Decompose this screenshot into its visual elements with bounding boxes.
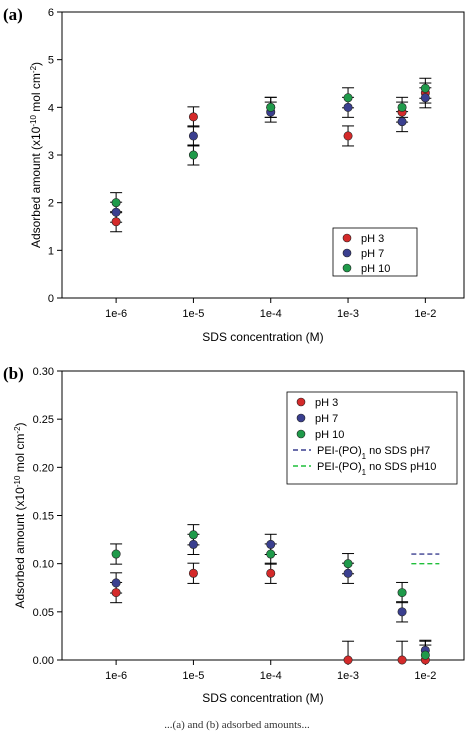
legend-label: PEI-(PO)1 no SDS pH10 bbox=[317, 461, 436, 477]
data-point bbox=[343, 102, 353, 112]
data-point bbox=[111, 207, 121, 217]
data-point bbox=[111, 198, 121, 208]
data-point bbox=[188, 131, 198, 141]
x-axis-label: SDS concentration (M) bbox=[202, 330, 323, 344]
legend-label: pH 10 bbox=[361, 263, 390, 275]
legend-label: pH 3 bbox=[361, 233, 384, 245]
y-tick-label: 2 bbox=[48, 198, 54, 210]
y-axis-label: Adsorbed amount (x10-10 mol cm-2) bbox=[29, 62, 44, 248]
data-point bbox=[397, 588, 407, 598]
panel-label: (a) bbox=[3, 5, 23, 24]
caption-fragment: ...(a) and (b) adsorbed amounts... bbox=[164, 719, 310, 731]
legend-box bbox=[286, 391, 458, 485]
y-tick-label: 5 bbox=[48, 55, 54, 67]
legend-marker bbox=[296, 397, 306, 407]
x-tick-label: 1e-3 bbox=[337, 670, 359, 682]
data-point bbox=[397, 607, 407, 617]
data-point bbox=[266, 549, 276, 559]
data-point bbox=[266, 568, 276, 578]
legend-marker bbox=[342, 248, 352, 258]
data-point bbox=[343, 559, 353, 569]
data-point bbox=[397, 655, 407, 665]
y-tick-label: 6 bbox=[48, 7, 54, 19]
data-point bbox=[111, 588, 121, 598]
data-point bbox=[397, 117, 407, 127]
x-tick-label: 1e-5 bbox=[182, 308, 204, 320]
x-tick-label: 1e-4 bbox=[260, 308, 282, 320]
data-point bbox=[188, 568, 198, 578]
data-point bbox=[111, 578, 121, 588]
panel-a: (a) 0 1 2 3 4 5 6 1e-6 1e-5 1e-4 1e-3 1e-2 SDS concen… bbox=[3, 5, 465, 344]
x-tick-label: 1e-6 bbox=[105, 308, 127, 320]
legend-label: pH 3 bbox=[315, 397, 338, 409]
x-tick-label: 1e-4 bbox=[260, 670, 282, 682]
data-point bbox=[266, 539, 276, 549]
legend-label: pH 7 bbox=[361, 248, 384, 260]
x-tick-label: 1e-2 bbox=[414, 308, 436, 320]
data-point bbox=[343, 655, 353, 665]
y-tick-label: 0 bbox=[48, 293, 54, 305]
data-point bbox=[188, 530, 198, 540]
x-tick-label: 1e-5 bbox=[182, 670, 204, 682]
legend-label: pH 10 bbox=[315, 429, 344, 441]
data-point bbox=[111, 549, 121, 559]
y-tick-label: 0.15 bbox=[33, 511, 54, 523]
legend-label: pH 7 bbox=[315, 413, 338, 425]
legend-marker bbox=[296, 429, 306, 439]
x-tick-label: 1e-6 bbox=[105, 670, 127, 682]
legend-marker bbox=[342, 263, 352, 273]
y-tick-label: 0.00 bbox=[33, 655, 54, 667]
x-tick-label: 1e-2 bbox=[414, 670, 436, 682]
data-point bbox=[188, 112, 198, 122]
y-tick-label: 0.05 bbox=[33, 607, 54, 619]
y-tick-label: 1 bbox=[48, 245, 54, 257]
data-point bbox=[111, 217, 121, 227]
data-point bbox=[420, 650, 430, 660]
panel-b: (b) 0.00 0.05 0.10 0.15 0.20 0.25 0.30 1e-6 1e-5 1… bbox=[3, 364, 465, 705]
y-axis-label: Adsorbed amount (x10-10 mol cm-2) bbox=[13, 422, 28, 608]
data-point bbox=[266, 102, 276, 112]
y-tick-label: 0.20 bbox=[33, 462, 54, 474]
y-tick-label: 0.25 bbox=[33, 414, 54, 426]
data-point bbox=[343, 93, 353, 103]
legend-marker bbox=[296, 413, 306, 423]
legend-label: PEI-(PO)1 no SDS pH7 bbox=[317, 445, 430, 461]
y-tick-label: 0.10 bbox=[33, 559, 54, 571]
y-tick-label: 0.30 bbox=[33, 366, 54, 378]
data-point bbox=[420, 83, 430, 93]
data-point bbox=[343, 568, 353, 578]
y-tick-label: 4 bbox=[48, 102, 54, 114]
legend-marker bbox=[342, 233, 352, 243]
data-point bbox=[397, 102, 407, 112]
x-axis-label: SDS concentration (M) bbox=[202, 691, 323, 705]
y-tick-label: 3 bbox=[48, 150, 54, 162]
data-point bbox=[188, 539, 198, 549]
x-tick-label: 1e-3 bbox=[337, 308, 359, 320]
data-point bbox=[343, 131, 353, 141]
data-point bbox=[188, 150, 198, 160]
panel-label: (b) bbox=[3, 364, 24, 383]
data-point bbox=[420, 93, 430, 103]
